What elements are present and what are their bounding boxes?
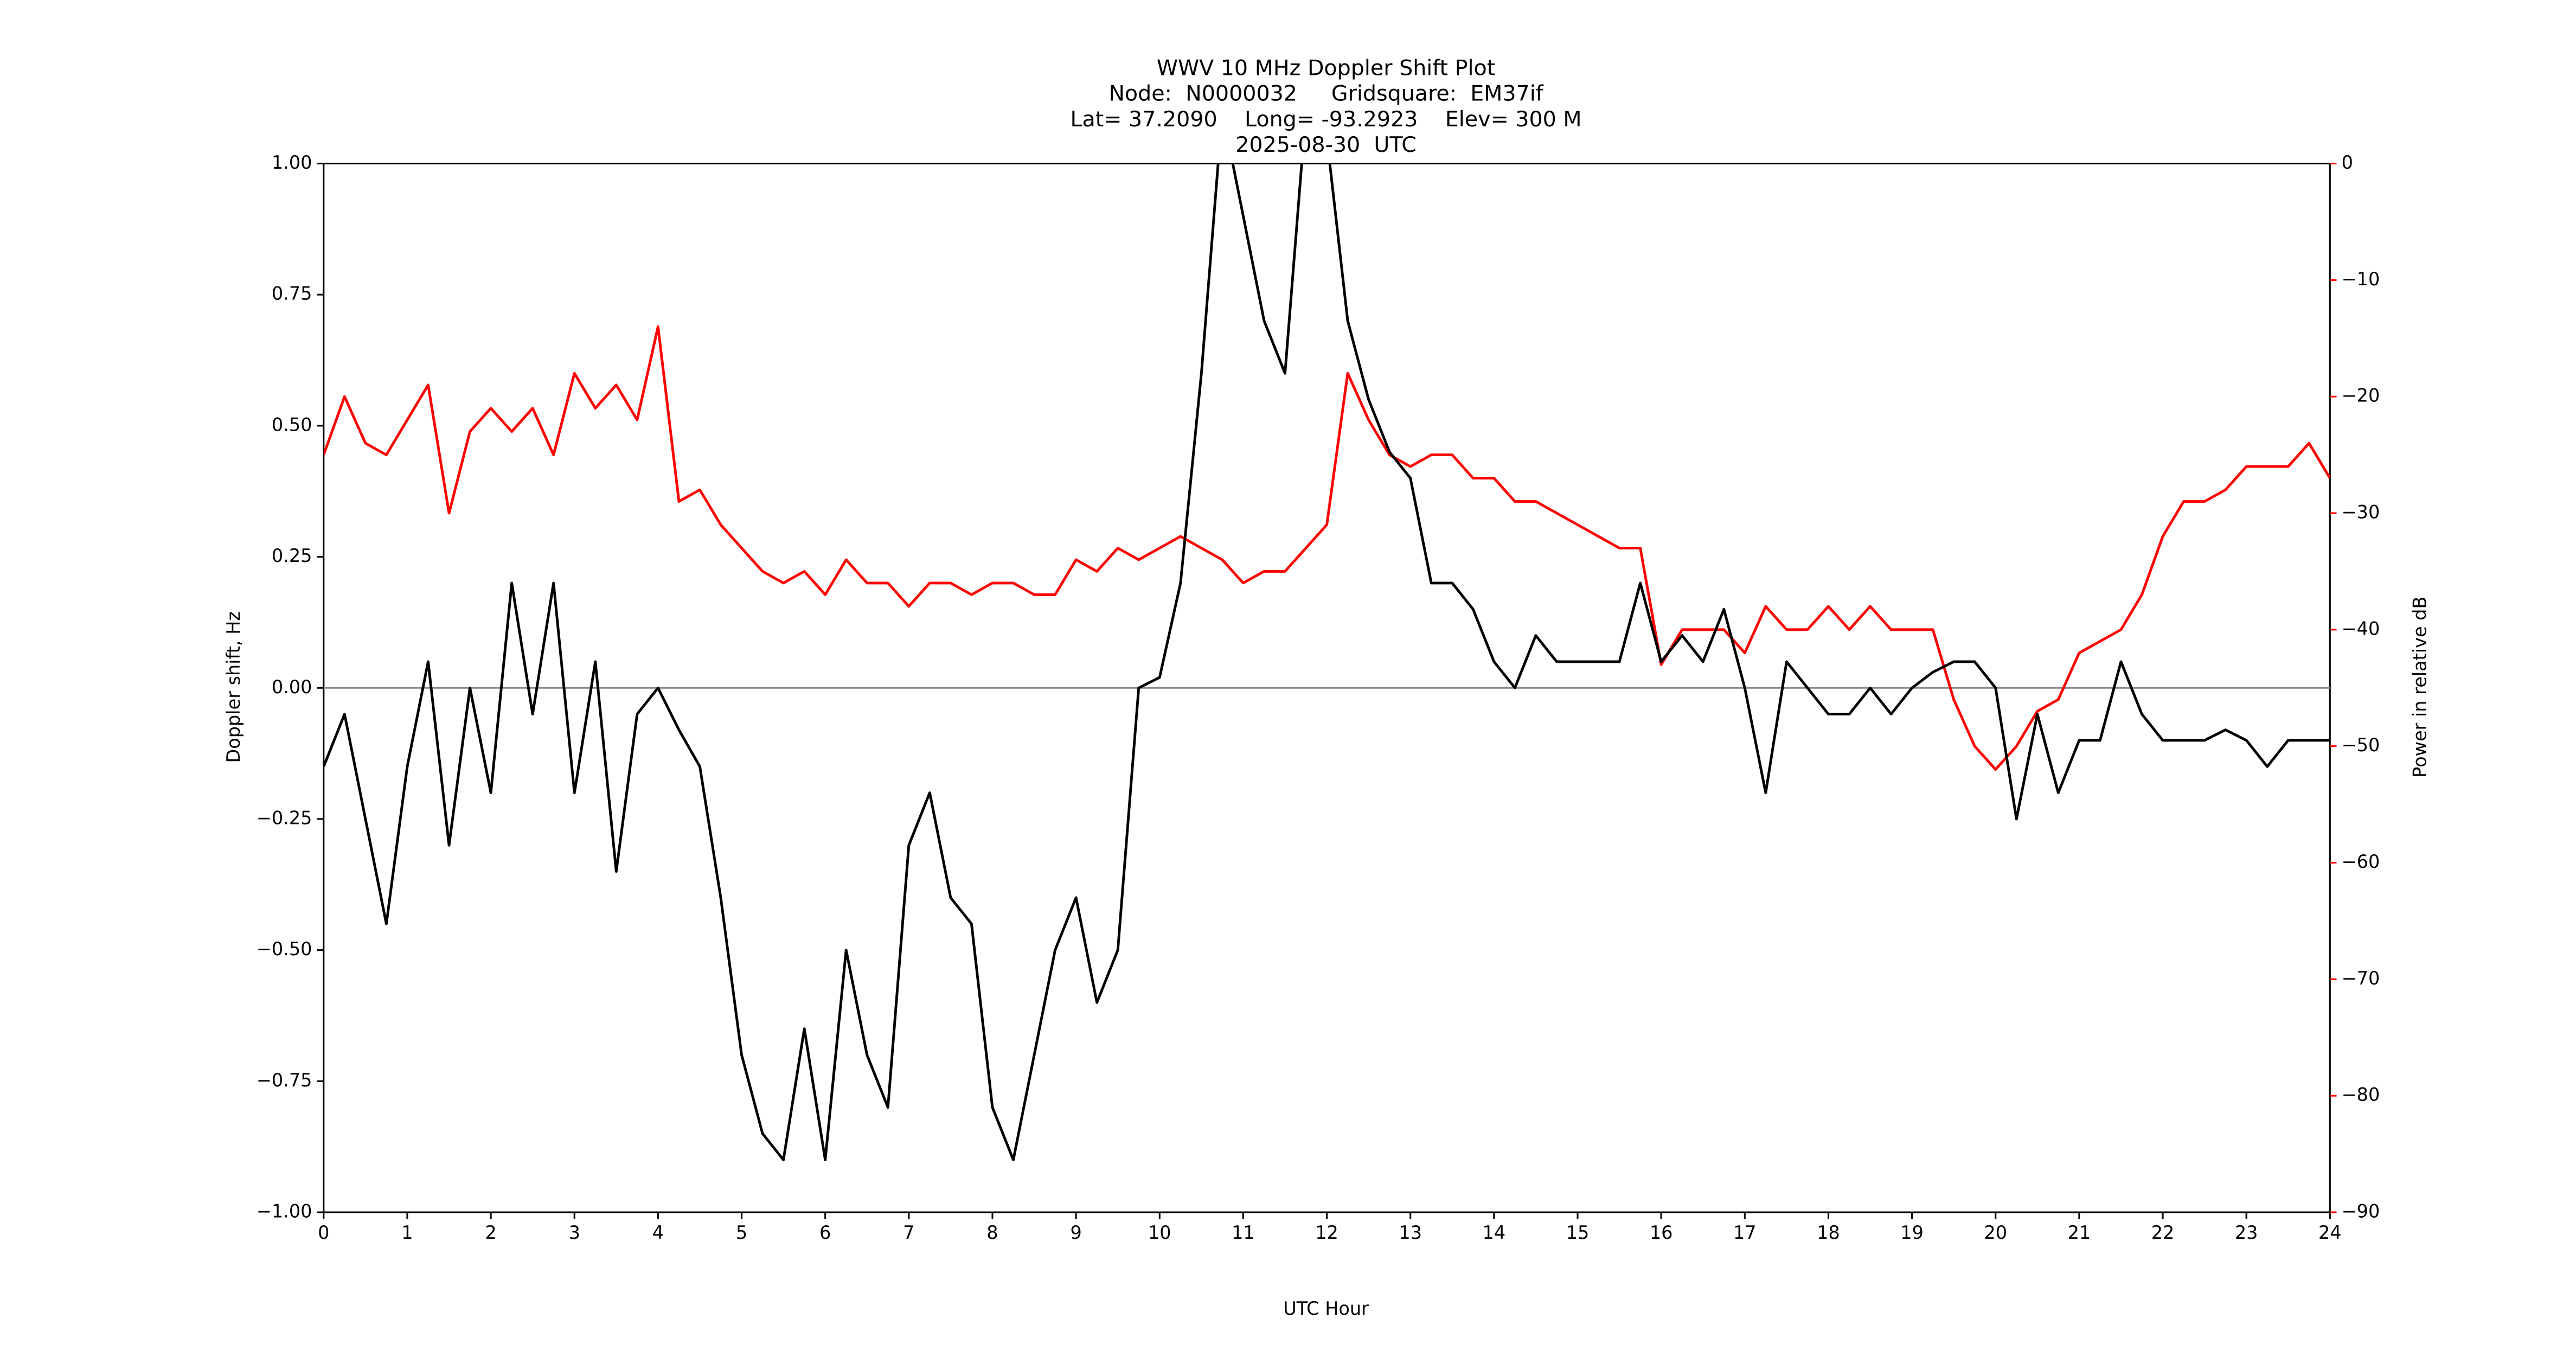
chart-title: WWV 10 MHz Doppler Shift Plot (1157, 55, 1495, 80)
y2-tick-label: −40 (2342, 618, 2380, 639)
x-tick-label: 19 (1900, 1222, 1924, 1243)
chart-title: 2025-08-30 UTC (1235, 132, 1417, 157)
x-tick-label: 18 (1817, 1222, 1840, 1243)
y2-axis-label: Power in relative dB (2409, 597, 2430, 778)
y-tick-label: −1.00 (257, 1201, 312, 1222)
x-tick-label: 21 (2068, 1222, 2091, 1243)
y-axis-label: Doppler shift, Hz (223, 611, 244, 763)
x-tick-label: 23 (2235, 1222, 2258, 1243)
y-tick-label: 1.00 (272, 152, 312, 173)
x-tick-label: 1 (401, 1222, 413, 1243)
x-tick-label: 16 (1650, 1222, 1673, 1243)
x-tick-label: 20 (1984, 1222, 2007, 1243)
chart-title: Lat= 37.2090 Long= -93.2923 Elev= 300 M (1070, 107, 1581, 132)
y-tick-label: 0.50 (272, 414, 312, 435)
y-tick-label: 0.25 (272, 545, 312, 566)
y2-tick-label: −20 (2342, 385, 2380, 406)
x-axis-label: UTC Hour (1283, 1298, 1369, 1319)
x-tick-label: 24 (2318, 1222, 2342, 1243)
chart-title: Node: N0000032 Gridsquare: EM37if (1108, 81, 1543, 106)
y-tick-label: 0.75 (272, 283, 312, 304)
x-tick-label: 10 (1148, 1222, 1171, 1243)
x-tick-label: 8 (986, 1222, 998, 1243)
y2-tick-label: −30 (2342, 502, 2380, 523)
x-tick-label: 6 (819, 1222, 831, 1243)
x-tick-label: 14 (1483, 1222, 1506, 1243)
y2-tick-label: 0 (2342, 152, 2353, 173)
y2-tick-label: −50 (2342, 734, 2380, 756)
x-tick-label: 7 (903, 1222, 914, 1243)
x-tick-label: 2 (485, 1222, 496, 1243)
x-tick-label: 0 (318, 1222, 329, 1243)
y2-tick-label: −70 (2342, 968, 2380, 989)
x-tick-label: 22 (2151, 1222, 2175, 1243)
y-tick-label: −0.75 (257, 1070, 312, 1091)
x-tick-label: 13 (1399, 1222, 1422, 1243)
y2-tick-label: −10 (2342, 268, 2380, 290)
y-tick-label: −0.50 (257, 938, 312, 960)
x-tick-label: 17 (1733, 1222, 1757, 1243)
y2-tick-label: −90 (2342, 1201, 2380, 1222)
x-tick-label: 11 (1232, 1222, 1255, 1243)
y2-tick-label: −60 (2342, 851, 2380, 872)
x-tick-label: 9 (1070, 1222, 1081, 1243)
plot-lines (323, 163, 2330, 1161)
data-line (323, 325, 2330, 771)
x-tick-label: 4 (652, 1222, 664, 1243)
x-tick-label: 3 (569, 1222, 580, 1243)
x-tick-label: 12 (1315, 1222, 1338, 1243)
x-tick-label: 15 (1566, 1222, 1590, 1243)
y-tick-label: 0.00 (272, 676, 312, 698)
x-tick-label: 5 (736, 1222, 747, 1243)
y2-tick-label: −80 (2342, 1084, 2380, 1105)
data-line (323, 163, 2330, 1161)
y-tick-label: −0.25 (257, 807, 312, 828)
